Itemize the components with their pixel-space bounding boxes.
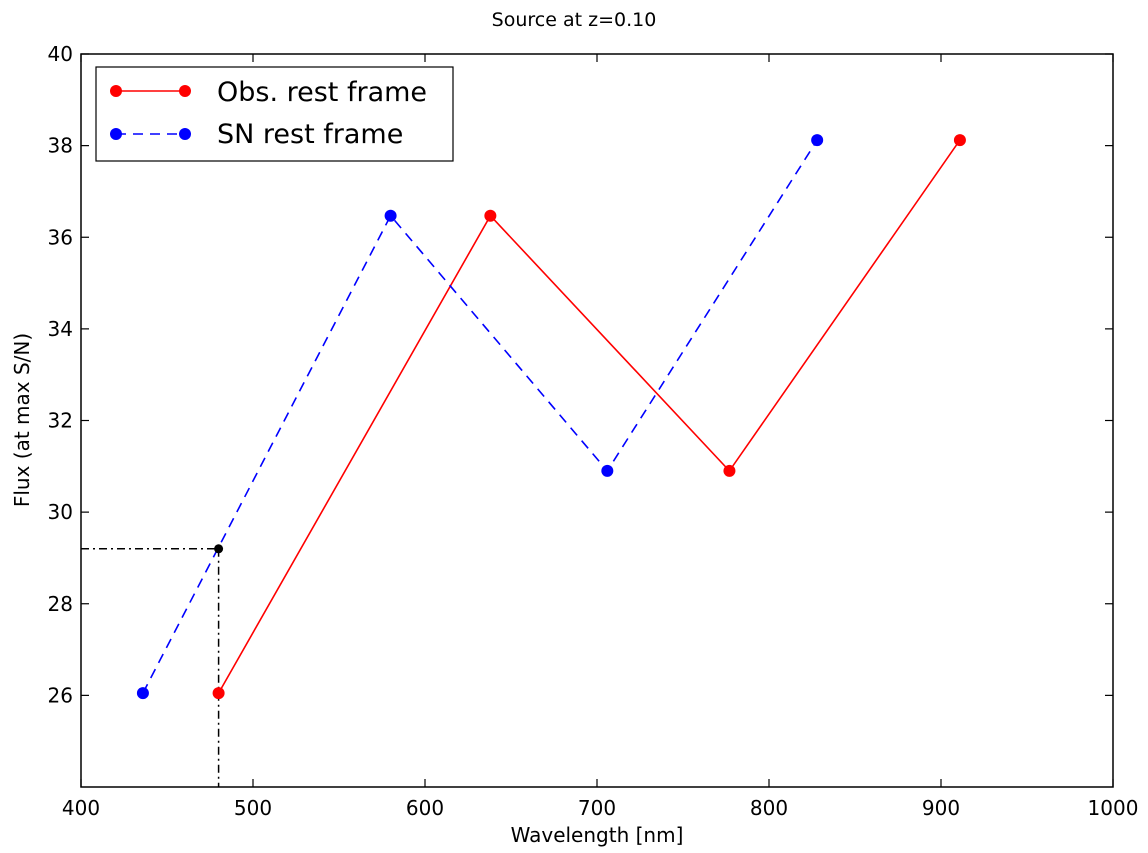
legend-marker-obs-rest-frame-start	[110, 85, 122, 97]
legend: Obs. rest frame SN rest frame	[95, 66, 454, 162]
legend-marker-sn-rest-frame-start	[110, 128, 122, 140]
data-point-obs-rest-frame	[723, 464, 736, 477]
data-point-obs-rest-frame	[953, 134, 966, 147]
y-tick-label: 28	[48, 592, 73, 616]
annotation-point	[214, 544, 224, 554]
x-tick-label: 700	[578, 796, 616, 820]
axis-ticks: 400 500 600 700 800 900 1000 26 28 30 32 34 36 38 40	[48, 42, 1139, 820]
reference-lines	[81, 548, 220, 787]
y-tick-label: 30	[48, 500, 73, 524]
y-tick-label: 34	[48, 317, 73, 341]
y-axis-label: Flux (at max S/N)	[10, 333, 34, 507]
y-tick-label: 36	[48, 225, 73, 249]
data-point-sn-rest-frame	[136, 687, 149, 700]
x-tick-label: 400	[62, 796, 100, 820]
legend-marker-sn-rest-frame-end	[179, 128, 191, 140]
plot-frame	[80, 53, 1114, 788]
x-axis-label: Wavelength [nm]	[511, 823, 684, 847]
legend-marker-obs-rest-frame-end	[179, 85, 191, 97]
data-point-sn-rest-frame	[601, 464, 614, 477]
y-tick-label: 32	[48, 409, 73, 433]
chart-title: Source at z=0.10	[492, 9, 657, 31]
y-tick-label: 26	[48, 683, 73, 707]
series-layer	[136, 134, 966, 700]
data-point-sn-rest-frame	[811, 134, 824, 147]
legend-box	[95, 66, 454, 162]
y-tick-label: 38	[48, 134, 73, 158]
series-line-sn-rest-frame	[142, 139, 818, 694]
x-tick-label: 800	[750, 796, 788, 820]
legend-label-sn-rest-frame: SN rest frame	[217, 119, 403, 150]
series-line-obs-rest-frame	[217, 139, 961, 694]
x-tick-label: 500	[234, 796, 272, 820]
data-point-obs-rest-frame	[484, 209, 497, 222]
x-tick-label: 600	[406, 796, 444, 820]
x-tick-label: 900	[922, 796, 960, 820]
legend-label-obs-rest-frame: Obs. rest frame	[217, 77, 427, 108]
x-tick-label: 1000	[1088, 796, 1139, 820]
y-tick-label: 40	[48, 42, 73, 66]
data-point-sn-rest-frame	[384, 209, 397, 222]
data-point-obs-rest-frame	[212, 687, 225, 700]
